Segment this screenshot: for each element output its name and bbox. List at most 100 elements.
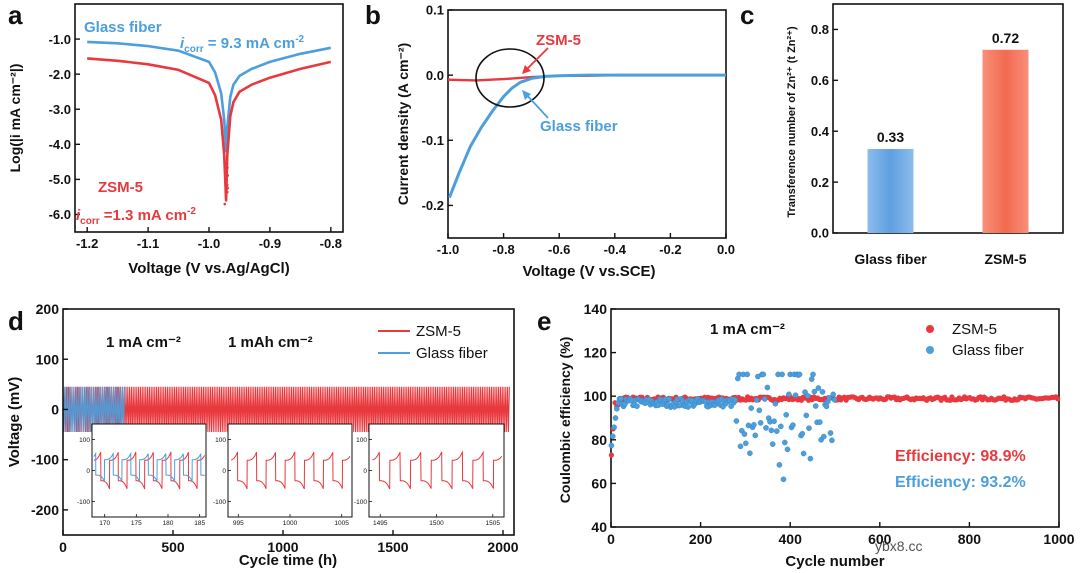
panel-d: d Cycle time (h) Voltage (mV) 0 500 1000 15…: [6, 301, 519, 569]
legend-label-glass-fiber-a: Glass fiber: [84, 19, 162, 36]
scatter-point-glass-fiber-e: [779, 371, 785, 378]
scatter-point-glass-fiber-e: [741, 431, 748, 437]
icorr-gf-sub: corr: [184, 44, 204, 55]
scatter-point-glass-fiber-e: [751, 421, 757, 428]
legend-e: ZSM-5 Glass fiber: [926, 321, 1024, 359]
series-line-glass-fiber-d: [62, 386, 126, 433]
scatter-point-glass-fiber-e: [815, 385, 822, 391]
scatter-point-glass-fiber-e: [792, 392, 799, 399]
scatter-point-glass-fiber-e: [685, 404, 691, 410]
y-tick-label-c: 0.0: [811, 226, 829, 241]
scatter-point-glass-fiber-e: [753, 397, 760, 403]
icorr-label-zsm5: icorr =1.3 mA cm-2: [76, 206, 196, 227]
scatter-point-glass-fiber-e: [666, 396, 673, 402]
scatter-point-glass-fiber-e: [747, 450, 753, 457]
x-tick-label-a: -1.1: [137, 236, 159, 251]
scatter-point-zsm5-a: [223, 202, 227, 206]
scatter-point-glass-fiber-e: [764, 384, 771, 391]
scatter-point-glass-fiber-e: [807, 455, 814, 462]
scatter-point-glass-fiber-e: [806, 425, 812, 432]
y-tick-label-a: -4.0: [49, 137, 71, 152]
icorr-zsm-sup: -2: [187, 206, 196, 217]
inset-y-tick-label: 100: [79, 437, 90, 444]
scatter-point-glass-fiber-e: [771, 418, 777, 425]
scatter-point-glass-fiber-e: [826, 395, 833, 401]
scatter-point-glass-fiber-e: [811, 388, 818, 395]
y-ticks-e: 40 60 80 100 120 140: [584, 301, 616, 535]
scatter-point-glass-fiber-e: [776, 462, 783, 468]
scatter-point-glass-fiber-e: [808, 376, 815, 382]
panel-label-c: c: [740, 0, 754, 30]
inset-y-tick-label: 100: [356, 437, 367, 444]
icorr-zsm-prefix: i: [76, 207, 81, 224]
scatter-point-glass-fiber-e: [817, 419, 823, 425]
series-line-glass-fiber-a: [87, 40, 332, 153]
scatter-point-glass-fiber-e: [732, 397, 738, 403]
scatter-point-glass-fiber-e: [611, 424, 617, 431]
legend-d: ZSM-5 Glass fiber: [378, 323, 488, 362]
icorr-gf-sup: -2: [295, 34, 304, 45]
scatter-point-glass-fiber-e: [830, 391, 837, 398]
scatter-point-glass-fiber-e: [827, 430, 834, 436]
scatter-point-zsm5-a: [226, 174, 230, 177]
scatter-point-glass-fiber-e: [804, 392, 811, 399]
scatter-point-glass-fiber-e: [634, 403, 640, 410]
y-tick-label-e: 100: [584, 388, 608, 404]
x-tick-label-b: -0.2: [659, 242, 681, 257]
efficiency-label-zsm5: Efficiency: 98.9%: [895, 448, 1026, 465]
scatter-point-glass-fiber-e: [614, 405, 620, 412]
x-tick-label-d: 2000: [487, 539, 518, 555]
inset-x-tick-label: 1005: [334, 520, 349, 527]
scatter-point-glass-fiber-e: [812, 403, 819, 409]
legend-dot-zsm5-e: [926, 325, 934, 333]
panel-label-a: a: [8, 0, 23, 30]
watermark: ybx8.cc: [875, 538, 922, 554]
inset-x-tick-label: 185: [194, 520, 205, 527]
y-tick-label-b: -0.1: [422, 133, 444, 148]
bar-value-label-zsm5: 0.72: [992, 30, 1019, 46]
inset-x-tick-label: 1495: [373, 520, 388, 527]
highlight-ellipse: [475, 48, 545, 108]
x-tick-label-b: -0.8: [492, 242, 514, 257]
x-axis-label-b: Voltage (V vs.SCE): [522, 263, 655, 280]
y-tick-label-a: -2.0: [49, 67, 71, 82]
y-axis-label-c: Transference number of Zn²⁺ (t Zn²⁺): [786, 26, 798, 218]
scatter-point-glass-fiber-e: [610, 433, 616, 440]
y-ticks-d: 200 100 0 -100 -200: [31, 301, 68, 518]
x-tick-label-d: 1000: [267, 539, 298, 555]
scatter-point-zsm5-a: [226, 166, 229, 169]
bar-glass-fiber: [867, 149, 914, 233]
inset-x-tick-label: 995: [233, 520, 244, 527]
y-tick-label-e: 60: [591, 475, 607, 491]
scatter-point-glass-fiber-e: [756, 407, 763, 414]
scatter-point-glass-fiber-e: [786, 391, 792, 398]
y-tick-label-d: -200: [31, 502, 59, 518]
series-a: [87, 40, 332, 206]
inset-x-tick-label: 1000: [283, 520, 298, 527]
x-tick-label-e: 800: [958, 531, 982, 547]
scatter-point-glass-fiber-e: [733, 418, 740, 424]
scatter-point-zsm5-a: [224, 193, 228, 197]
panel-c: c Transference number of Zn²⁺ (t Zn²⁺) 0…: [740, 0, 1064, 267]
y-ticks-c: 0.0 0.2 0.4 0.6 0.8: [811, 22, 838, 241]
x-ticks-d: 0 500 1000 1500 2000: [59, 530, 519, 555]
plot-frame-c: [832, 3, 1064, 234]
scatter-point-glass-fiber-e: [760, 371, 767, 378]
y-tick-label-c: 0.8: [811, 22, 829, 37]
panel-e: e Cycle number Coulombic efficiency (%) …: [537, 301, 1075, 570]
x-tick-label-e: 400: [779, 531, 803, 547]
panel-b: b Voltage (V vs.SCE) Current density (A …: [365, 0, 735, 280]
x-tick-label-d: 500: [161, 539, 185, 555]
inset-y-tick-label: 0: [86, 468, 90, 475]
x-tick-label-c: ZSM-5: [985, 251, 1027, 267]
x-tick-label-a: -0.8: [320, 236, 342, 251]
x-tick-label-b: -1.0: [437, 242, 459, 257]
y-ticks-b: 0.1 0.0 -0.1 -0.2: [422, 3, 453, 213]
x-ticks-b: -1.0 -0.8 -0.6 -0.4 -0.2 0.0: [437, 233, 735, 257]
inset-y-tick-label: 100: [215, 437, 226, 444]
y-tick-label-b: 0.1: [426, 3, 444, 18]
series-line-zsm5-d: [62, 386, 510, 433]
series-e: [608, 371, 1061, 483]
x-tick-label-b: 0.0: [717, 242, 735, 257]
